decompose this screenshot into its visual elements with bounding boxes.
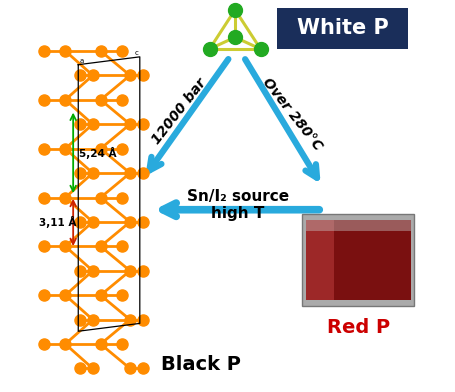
Text: c: c xyxy=(135,50,139,56)
Bar xyxy=(305,220,333,300)
Text: Black P: Black P xyxy=(160,355,240,374)
Text: Sn/I₂ source: Sn/I₂ source xyxy=(187,189,288,203)
Bar xyxy=(305,220,410,300)
FancyBboxPatch shape xyxy=(276,8,407,49)
Text: 12000 bar: 12000 bar xyxy=(149,76,208,147)
Text: high T: high T xyxy=(211,206,264,221)
Text: 3,11 Å: 3,11 Å xyxy=(39,216,76,229)
Text: Over 280°C: Over 280°C xyxy=(259,75,324,152)
Text: a: a xyxy=(79,58,84,64)
Bar xyxy=(302,214,413,306)
Text: White P: White P xyxy=(296,18,388,38)
Text: 5,24 Å: 5,24 Å xyxy=(79,147,116,159)
Bar xyxy=(305,220,410,231)
Text: Red P: Red P xyxy=(326,318,389,337)
